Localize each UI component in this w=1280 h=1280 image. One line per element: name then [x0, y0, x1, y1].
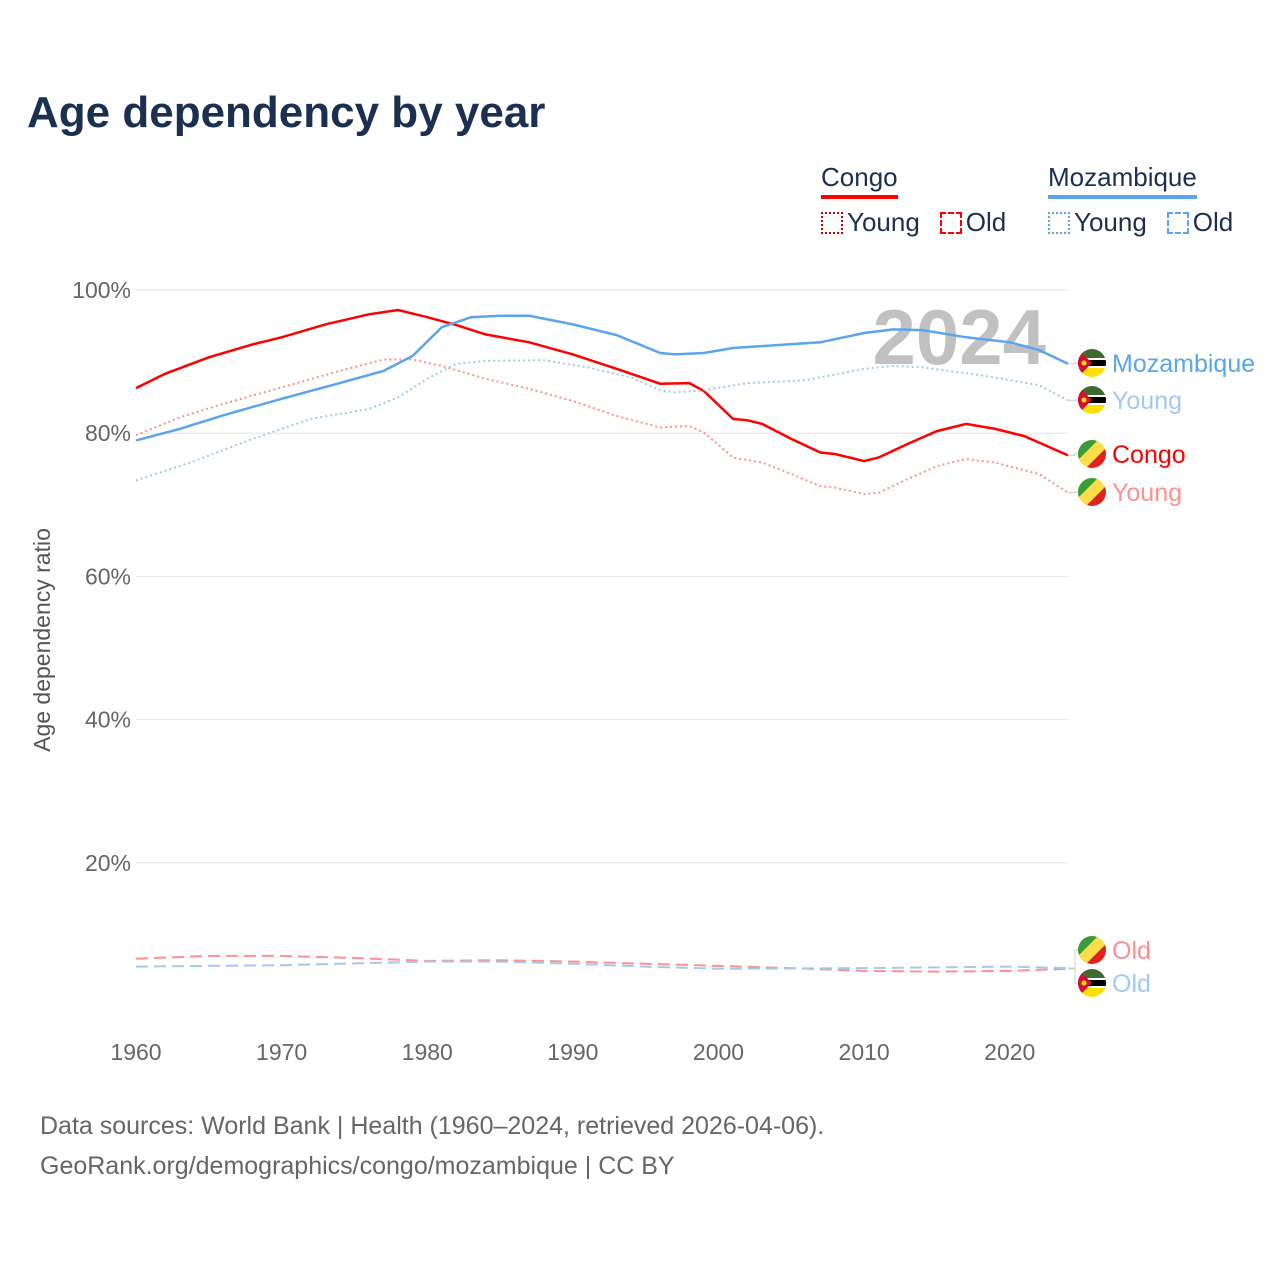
dotted-line-swatch-icon	[1048, 211, 1070, 234]
y-tick-label: 80%	[85, 420, 131, 446]
x-tick-label: 1970	[256, 1039, 307, 1065]
end-label-text: Old	[1112, 970, 1151, 998]
y-tick-label: 100%	[72, 277, 131, 303]
legend-old-mozambique[interactable]: Old	[1192, 207, 1234, 237]
y-tick-label: 20%	[85, 850, 131, 876]
series-line-mozambique[interactable]	[135, 314, 1069, 442]
legend-country-congo[interactable]: Congo	[821, 162, 898, 199]
legend-old-congo[interactable]: Old	[965, 207, 1007, 237]
series-line-congo[interactable]	[135, 308, 1069, 463]
mozambique-flag-icon	[1078, 349, 1106, 377]
legend-young-congo[interactable]: Young	[847, 207, 920, 237]
line-chart: 20% 40% 60% 80% 100% 1960 1970 1980 1990 2000 2010…	[29, 277, 1255, 1065]
end-label-mozambique-young[interactable]: Young	[1068, 386, 1182, 415]
label-connector	[1068, 453, 1080, 456]
congo-flag-icon	[1078, 478, 1106, 506]
legend-mozambique: Mozambique Young Old	[1048, 162, 1233, 238]
end-label-text: Young	[1112, 387, 1182, 415]
x-tick-label: 1960	[110, 1039, 161, 1065]
x-tick-label: 1990	[547, 1039, 598, 1065]
y-axis-label: Age dependency ratio	[29, 528, 55, 752]
footer: Data sources: World Bank | Health (1960–…	[40, 1106, 824, 1186]
label-connector	[1068, 949, 1080, 970]
chart-title: Age dependency by year	[27, 88, 546, 137]
x-tick-label: 2000	[693, 1039, 744, 1065]
end-label-congo-young[interactable]: Young	[1068, 478, 1182, 507]
x-tick-label: 1980	[402, 1039, 453, 1065]
end-label-text: Mozambique	[1112, 350, 1255, 378]
legend-young-mozambique[interactable]: Young	[1074, 207, 1147, 237]
dashed-line-swatch-icon	[1166, 211, 1189, 234]
x-tick-label: 2010	[839, 1039, 890, 1065]
end-label-congo-old[interactable]: Old	[1068, 936, 1151, 970]
end-label-congo[interactable]: Congo	[1068, 440, 1186, 469]
end-label-text: Young	[1112, 479, 1182, 507]
end-label-mozambique-old[interactable]: Old	[1068, 967, 1151, 998]
mozambique-flag-icon	[1078, 386, 1106, 414]
end-label-mozambique[interactable]: Mozambique	[1068, 349, 1255, 378]
end-label-text: Old	[1112, 937, 1151, 965]
legend-congo: Congo Young Old	[821, 162, 1006, 238]
dashed-line-swatch-icon	[939, 211, 962, 234]
source-link[interactable]: GeoRank.org/demographics/congo/mozambiqu…	[40, 1152, 675, 1180]
series-line-congo-young[interactable]	[135, 358, 1069, 496]
congo-flag-icon	[1078, 936, 1106, 964]
data-source-text: Data sources: World Bank | Health (1960–…	[40, 1112, 825, 1140]
congo-flag-icon	[1078, 440, 1106, 468]
y-tick-label: 60%	[85, 563, 131, 589]
x-tick-label: 2020	[984, 1039, 1035, 1065]
label-connector	[1068, 362, 1080, 365]
mozambique-flag-icon	[1078, 969, 1106, 997]
y-tick-label: 40%	[85, 707, 131, 733]
legend-country-mozambique[interactable]: Mozambique	[1048, 162, 1197, 199]
label-connector	[1068, 967, 1080, 984]
series-line-congo-old[interactable]	[135, 954, 1069, 973]
series-line-mozambique-young[interactable]	[135, 359, 1069, 482]
dotted-line-swatch-icon	[821, 211, 843, 234]
end-label-text: Congo	[1112, 441, 1186, 469]
series-line-mozambique-old[interactable]	[135, 960, 1069, 970]
label-connector	[1068, 491, 1080, 494]
